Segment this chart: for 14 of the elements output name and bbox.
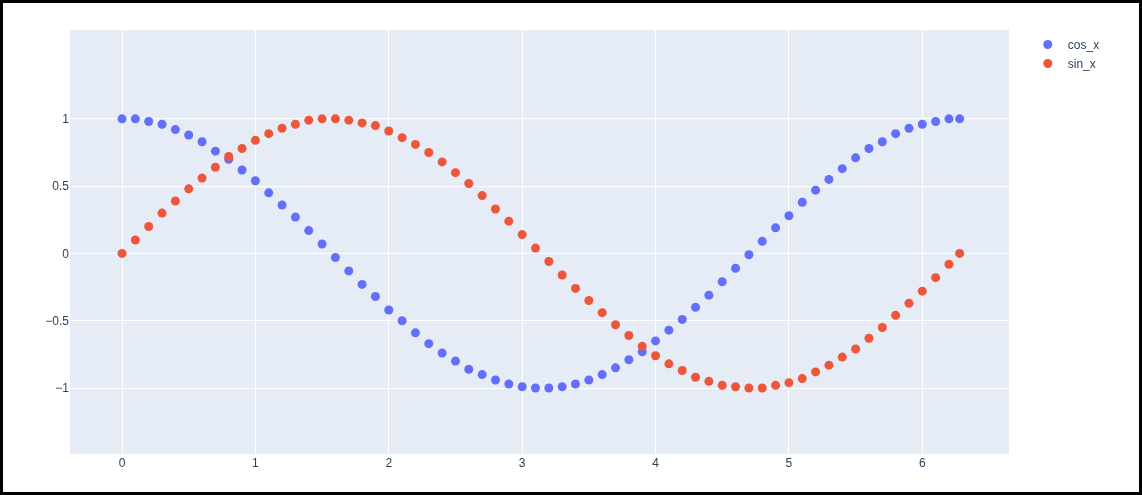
x-tick-label: 6 xyxy=(918,456,926,470)
x-tick-label: 2 xyxy=(385,456,393,470)
y-tick-label: 0.5 xyxy=(52,179,70,194)
x-tick-label: 4 xyxy=(652,456,660,470)
x-tick-label: 0 xyxy=(118,456,126,470)
x-tick-label: 1 xyxy=(252,456,260,470)
x-tick-label: 3 xyxy=(518,456,526,470)
x-tick-label: 5 xyxy=(785,456,793,470)
y-tick-label: 1 xyxy=(62,112,70,127)
legend-label: sin_x xyxy=(1067,57,1096,72)
y-tick-label: −0.5 xyxy=(45,313,70,328)
legend-label: cos_x xyxy=(1067,38,1100,53)
y-tick-label: −1 xyxy=(55,381,70,396)
y-tick-label: 0 xyxy=(62,246,70,261)
